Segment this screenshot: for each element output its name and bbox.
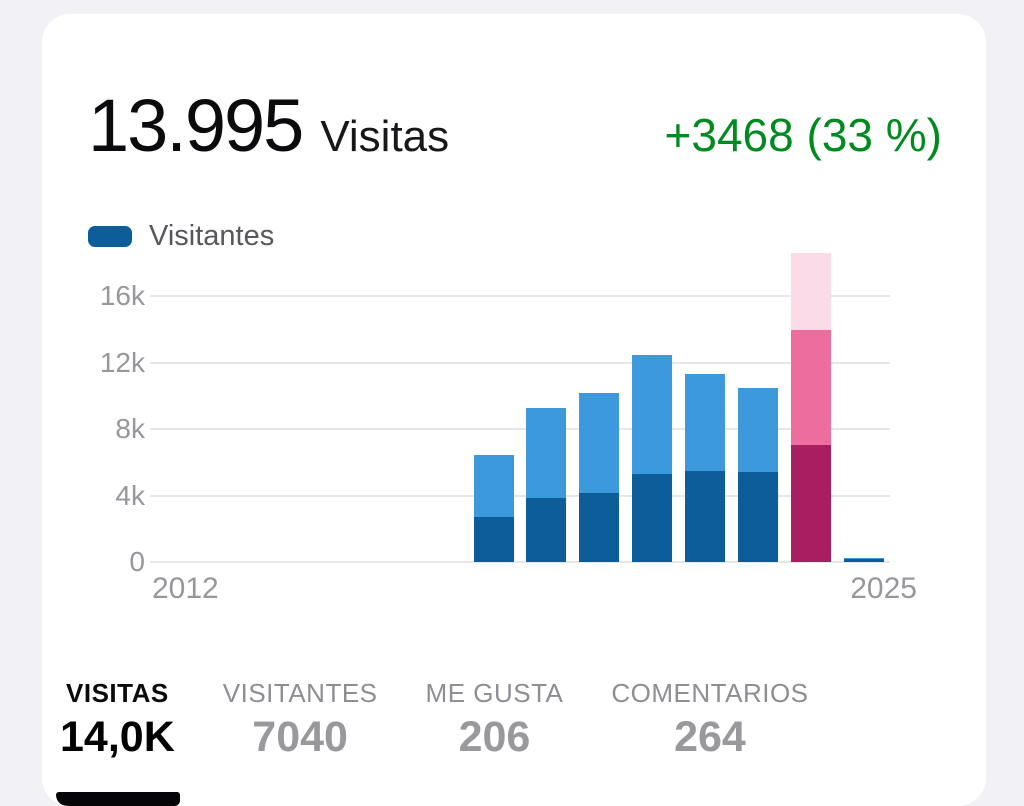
tab-me-gusta-value: 206 — [458, 713, 531, 761]
tab-visitas-label: VISITAS — [66, 678, 169, 708]
bar-column-2013[interactable] — [203, 253, 256, 562]
visitors-legend-swatch — [88, 226, 132, 247]
bar-column-2022[interactable] — [679, 253, 732, 562]
y-tick-label-8k: 8k — [115, 413, 145, 445]
bar-column-2025[interactable] — [837, 253, 890, 562]
tab-me-gusta[interactable]: ME GUSTA 206 — [422, 678, 568, 761]
visits-change-badge: +3468 (33 %) — [664, 109, 942, 161]
visitors-bar-2020 — [579, 493, 620, 562]
bar-column-2024[interactable] — [784, 253, 837, 562]
bar-column-2012[interactable] — [150, 253, 203, 562]
y-tick-label-12k: 12k — [99, 346, 145, 378]
visitors-bar-2018 — [473, 517, 514, 562]
y-tick-label-0: 0 — [129, 546, 145, 577]
gridline-4k — [150, 494, 890, 497]
tab-comentarios-value: 264 — [674, 713, 746, 761]
tab-me-gusta-label: ME GUSTA — [425, 678, 564, 708]
visitors-legend-label: Visitantes — [149, 220, 275, 252]
plot-area — [150, 253, 890, 563]
bar-column-2017[interactable] — [414, 253, 467, 562]
gridline-16k — [150, 295, 890, 298]
tab-visitantes-value: 7040 — [252, 713, 348, 761]
gridline-8k — [150, 428, 890, 431]
tab-visitantes-label: VISITANTES — [222, 678, 378, 708]
visitors-bar-2024 — [790, 445, 831, 562]
bar-column-2020[interactable] — [573, 253, 626, 562]
stats-header: 13.995 Visitas +3468 (33 %) — [88, 86, 942, 166]
gridline-0 — [150, 561, 890, 563]
chart-legend: Visitantes — [88, 220, 274, 253]
bar-column-2023[interactable] — [731, 253, 784, 562]
x-axis-label-last: 2025 — [850, 572, 917, 605]
stats-card: 13.995 Visitas +3468 (33 %) Visitantes 0… — [42, 14, 986, 806]
selected-tab-underline — [56, 792, 180, 806]
tab-visitas-value: 14,0K — [60, 713, 175, 761]
visits-total-label: Visitas — [320, 112, 450, 161]
tab-comentarios[interactable]: COMENTARIOS 264 — [607, 678, 812, 761]
y-axis-labels: 0 4k 8k 12k 16k — [42, 253, 145, 576]
visitors-bar-2021 — [632, 473, 673, 562]
tab-comentarios-label: COMENTARIOS — [611, 678, 809, 708]
bar-column-2021[interactable] — [626, 253, 679, 562]
bar-column-2018[interactable] — [467, 253, 520, 562]
y-tick-label-16k: 16k — [99, 280, 145, 312]
visits-total: 13.995 — [88, 84, 304, 167]
tab-visitantes[interactable]: VISITANTES 7040 — [219, 678, 382, 761]
y-tick-label-4k: 4k — [115, 479, 145, 511]
bar-column-2014[interactable] — [256, 253, 309, 562]
gridline-12k — [150, 361, 890, 364]
bar-columns — [150, 253, 890, 562]
bar-column-2015[interactable] — [309, 253, 362, 562]
visitors-bar-2019 — [526, 498, 567, 562]
bar-column-2016[interactable] — [361, 253, 414, 562]
visitors-bar-2023 — [737, 472, 778, 562]
visitors-bar-2022 — [685, 471, 725, 562]
x-axis-label-first: 2012 — [152, 572, 219, 605]
visitors-bar-2025 — [843, 559, 884, 562]
tab-visitas[interactable]: VISITAS 14,0K — [56, 678, 179, 761]
metric-tabs: VISITAS 14,0K VISITANTES 7040 ME GUSTA 2… — [56, 678, 813, 761]
bar-column-2019[interactable] — [520, 253, 573, 562]
